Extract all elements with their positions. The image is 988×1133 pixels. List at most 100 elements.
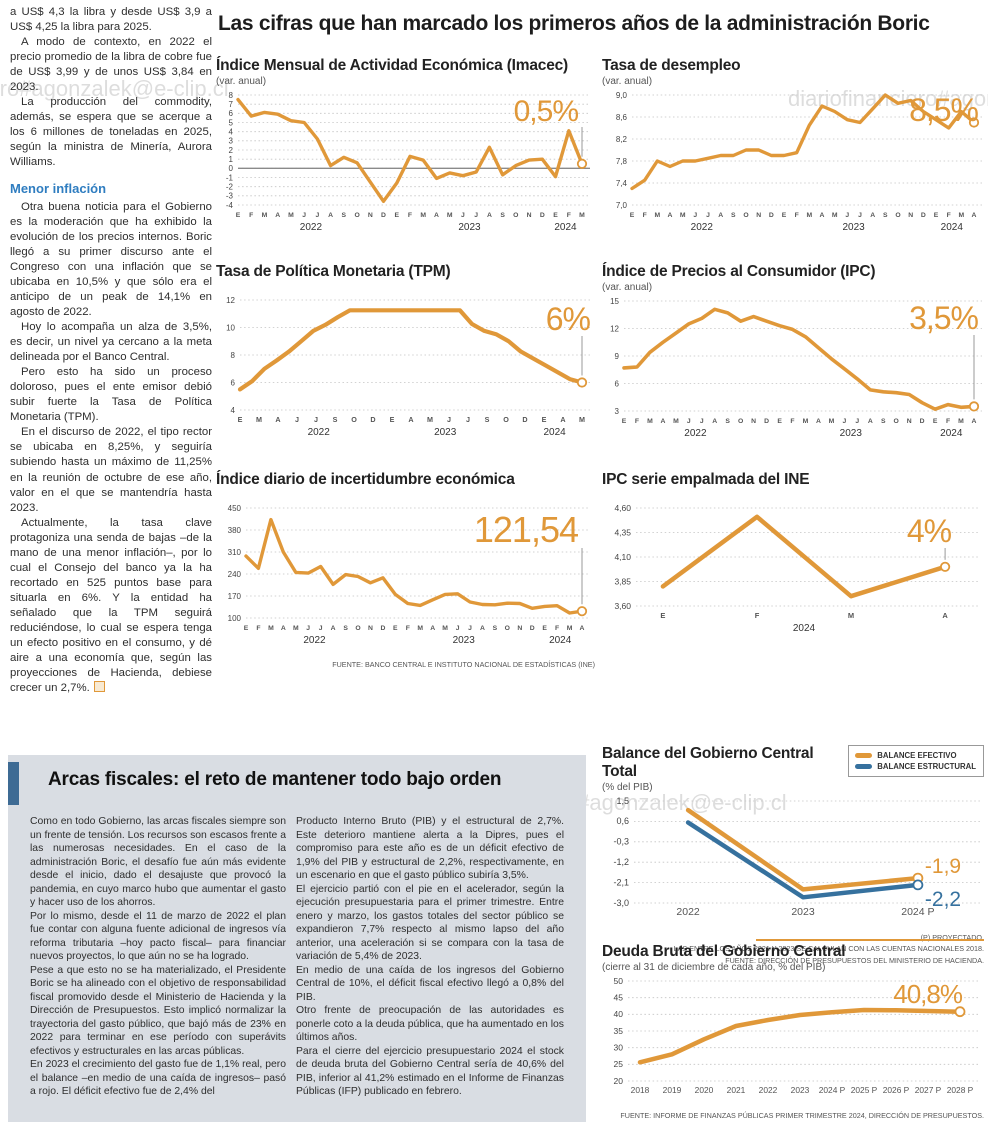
svg-text:J: J: [468, 625, 472, 632]
svg-text:J: J: [306, 625, 310, 632]
svg-text:A: A: [816, 418, 821, 425]
chart-legend: BALANCE EFECTIVO BALANCE ESTRUCTURAL: [848, 745, 984, 777]
svg-text:N: N: [756, 212, 761, 219]
series-line-tpm: [237, 308, 585, 392]
chart-source: FUENTE: DIRECCIÓN DE PRESUPUESTOS DEL MI…: [725, 955, 984, 965]
svg-text:E: E: [393, 625, 398, 632]
svg-text:O: O: [895, 212, 900, 219]
svg-text:A: A: [972, 212, 977, 219]
chart-subtitle: (var. anual): [602, 281, 653, 293]
chart-source: FUENTE: BANCO CENTRAL E INSTITUTO NACION…: [332, 659, 595, 669]
chart-title: Índice de Precios al Consumidor (IPC): [602, 263, 876, 280]
svg-text:15: 15: [610, 297, 619, 306]
paragraph: Como en todo Gobierno, las arcas fiscale…: [30, 816, 286, 909]
svg-text:M: M: [958, 212, 964, 219]
svg-text:F: F: [567, 212, 571, 219]
endpoint-marker: [939, 561, 951, 572]
chart-desempleo: Tasa de desempleo (var. anual) 9,0 8,6 8,2…: [602, 57, 984, 246]
paragraph: Otro frente de preocupación de las autor…: [296, 1005, 564, 1044]
fiscal-section-title: Arcas fiscales: el reto de mantener todo…: [48, 769, 502, 790]
gridlines-and-y-axis: 4,60 4,35 4,10 3,85 3,60: [614, 503, 980, 611]
svg-text:S: S: [342, 212, 347, 219]
svg-text:A: A: [718, 212, 723, 219]
chart-plot: 12 10 8 6 4 E M A J J S O D E A M J J S O D E A M 2022 2023 2024 6%: [216, 294, 595, 451]
svg-text:-2,1: -2,1: [613, 877, 629, 887]
svg-text:D: D: [381, 212, 386, 219]
svg-text:E: E: [542, 625, 547, 632]
paragraph: Por lo mismo, desde el 11 de marzo de 20…: [30, 910, 286, 963]
svg-text:2024 P: 2024 P: [901, 906, 934, 918]
svg-text:-1,2: -1,2: [613, 857, 629, 867]
svg-text:D: D: [380, 625, 385, 632]
svg-text:O: O: [505, 625, 510, 632]
svg-text:E: E: [236, 212, 241, 219]
year-label: 2023: [458, 222, 481, 233]
svg-text:O: O: [351, 415, 357, 424]
paragraph: En 2023 el crecimiento del gasto fue de …: [30, 1059, 286, 1098]
chart-big-value: 40,8%: [893, 979, 963, 1009]
paragraph: Pero esto ha sido un proceso doloroso, p…: [10, 366, 212, 424]
year-label: 2022: [684, 428, 707, 439]
endpoint-marker: [576, 605, 588, 617]
svg-text:O: O: [513, 212, 518, 219]
chart-title: Deuda Bruta del Gobierno Central: [602, 943, 846, 960]
paragraph: Producto Interno Bruto (PIB) y el estruc…: [296, 816, 564, 882]
chart-title: Balance del Gobierno Central Total: [602, 745, 814, 780]
svg-text:D: D: [540, 212, 545, 219]
chart-balance: Balance del Gobierno Central Total (% de…: [602, 745, 984, 966]
svg-text:2025 P: 2025 P: [851, 1085, 878, 1095]
chart-canvas: 9,08,68,27,87,47,0E F M A M J J A S O N D E F M A M J J A S O…: [616, 91, 982, 233]
endpoint-marker: [968, 401, 980, 412]
svg-text:F: F: [795, 212, 799, 219]
svg-text:N: N: [517, 625, 522, 632]
svg-text:M: M: [420, 212, 426, 219]
svg-text:E: E: [553, 212, 558, 219]
fiscal-text-column-1: Como en todo Gobierno, las arcas fiscale…: [30, 815, 286, 1111]
legend-swatch-efectivo: [855, 753, 873, 758]
svg-text:J: J: [843, 418, 847, 425]
x-axis-labels: E M A J J S O D E A M J J S O D E A M 2022 2023 2024: [238, 415, 585, 438]
endpoint-marker: [576, 158, 588, 169]
gridlines-and-y-axis: 15 12 9 6 3: [610, 297, 982, 416]
series-line-estructural: [685, 819, 921, 900]
svg-text:M: M: [293, 625, 299, 632]
svg-text:F: F: [555, 625, 559, 632]
svg-text:J: J: [693, 212, 697, 219]
chart-big-value: 121,54: [474, 509, 578, 550]
svg-text:A: A: [331, 625, 336, 632]
x-axis-labels: E F M A 2024: [660, 611, 948, 634]
chart-title: Índice diario de incertidumbre económica: [216, 471, 515, 488]
svg-text:M: M: [829, 418, 835, 425]
svg-text:S: S: [493, 625, 498, 632]
svg-text:M: M: [803, 418, 809, 425]
chart-note: LAS ENTRE LOS AÑOS 2021 Y 2023 SE CALCUL…: [673, 944, 984, 954]
legend-label: BALANCE EFECTIVO: [877, 751, 957, 760]
year-label: 2024: [793, 623, 816, 634]
svg-text:2022: 2022: [676, 906, 700, 918]
svg-text:35: 35: [614, 1026, 624, 1036]
svg-text:M: M: [427, 415, 433, 424]
paragraph: Pese a que esto no se ha materializado, …: [30, 964, 286, 1057]
svg-text:J: J: [295, 415, 299, 424]
svg-text:M: M: [262, 212, 268, 219]
svg-text:S: S: [333, 415, 338, 424]
svg-text:12: 12: [226, 296, 235, 305]
svg-text:6: 6: [229, 109, 234, 118]
svg-text:O: O: [355, 625, 360, 632]
svg-text:S: S: [881, 418, 886, 425]
endpoint-marker: [954, 1006, 966, 1017]
svg-text:-0,3: -0,3: [613, 836, 629, 846]
svg-text:2023: 2023: [791, 906, 815, 918]
svg-text:F: F: [946, 418, 950, 425]
svg-text:M: M: [268, 625, 274, 632]
svg-text:4: 4: [231, 406, 236, 415]
svg-text:A: A: [820, 212, 825, 219]
series-line-desempleo: [630, 93, 976, 191]
svg-text:240: 240: [228, 570, 242, 579]
svg-text:M: M: [673, 418, 679, 425]
svg-text:F: F: [249, 212, 253, 219]
svg-text:2021: 2021: [727, 1085, 746, 1095]
svg-text:J: J: [466, 415, 470, 424]
